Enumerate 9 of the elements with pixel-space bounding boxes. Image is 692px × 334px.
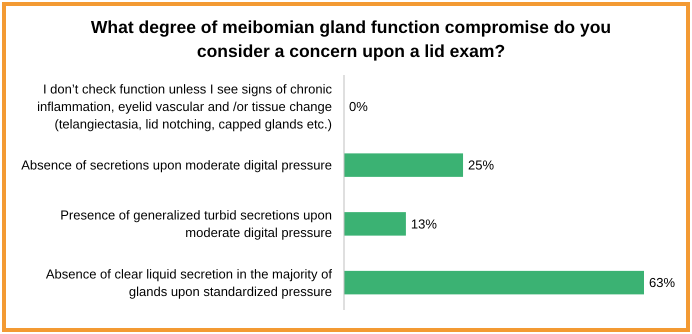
data-label: 13% [410, 216, 438, 232]
data-label: 25% [468, 158, 495, 173]
chart-title: What degree of meibomian gland function compromise do you consider a concern upon a lid exam? [90, 17, 612, 61]
y-tick-label: I don’t check function unless I see signs of chronic inflammation, eyelid vascular and /or tissue change (telangiectasia, lid notching, capped glands etc.) [37, 81, 332, 132]
y-tick-label: Absence of secretions upon moderate digital pressure [21, 158, 332, 173]
y-tick-label: Presence of generalized turbid secretions upon moderate digital pressure [60, 208, 332, 240]
data-label: 0% [349, 98, 368, 114]
data-label: 63% [649, 275, 676, 290]
y-tick-label: Absence of clear liquid secretion in the majority of glands upon standardized pressure [46, 266, 332, 299]
